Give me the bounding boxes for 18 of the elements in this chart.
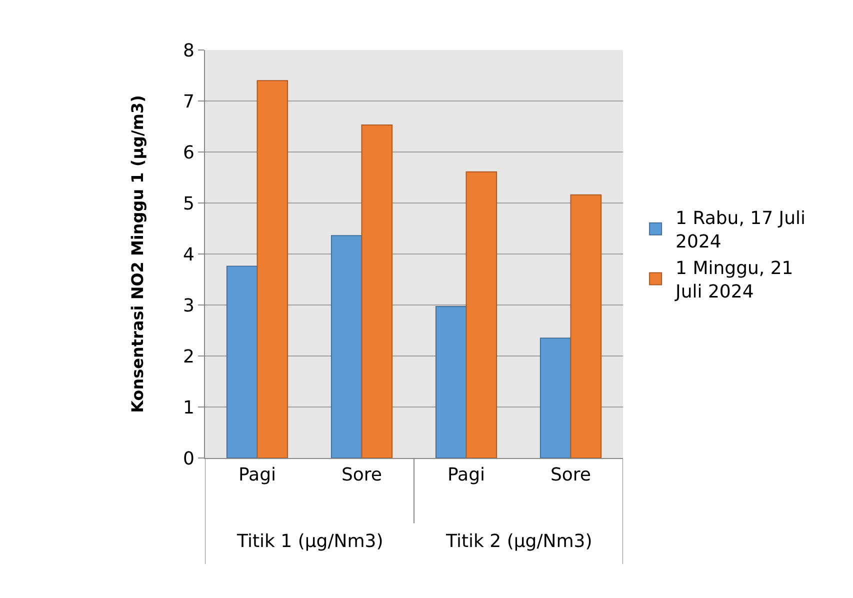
x-tick-label: Sore bbox=[341, 464, 382, 486]
y-tick-label: 6 bbox=[182, 142, 194, 164]
y-tick-label: 1 bbox=[182, 397, 194, 418]
y-tick-label: 2 bbox=[182, 346, 194, 368]
text: Titik 1 (µg/Nm3) bbox=[236, 531, 384, 552]
y-tick-label: 3 bbox=[182, 295, 194, 316]
y-tick-label: 4 bbox=[182, 244, 194, 266]
text: Titik 2 (µg/Nm3) bbox=[445, 531, 592, 552]
legend-label: 1 Minggu, 21 Juli 2024 bbox=[674, 258, 794, 302]
x-tick-label: Pagi bbox=[447, 464, 486, 486]
y-tick-label: 7 bbox=[182, 91, 194, 112]
y-axis-title: Konsentrasi NO2 Minggu 1 (µg/m3) bbox=[128, 95, 147, 413]
x-tick-label: Sore bbox=[550, 464, 592, 486]
y-tick-label: 0 bbox=[182, 448, 194, 470]
y-tick-label: 8 bbox=[182, 40, 194, 62]
y-tick-label: 5 bbox=[182, 193, 194, 214]
x-tick-label: Pagi bbox=[238, 464, 276, 486]
legend-label: 1 Rabu, 17 Juli 2024 bbox=[676, 208, 806, 253]
